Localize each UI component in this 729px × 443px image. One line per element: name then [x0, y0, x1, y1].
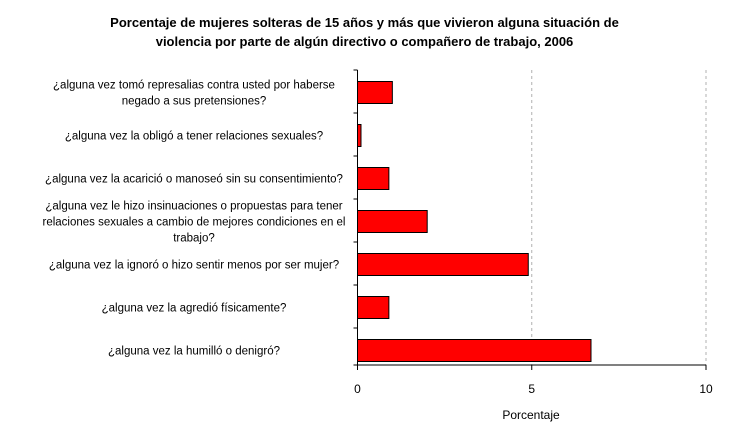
bar [357, 124, 362, 147]
category-label: ¿alguna vez le hizo insinuaciones o prop… [42, 201, 345, 245]
chart-title-line-2: violencia por parte de algún directivo o… [155, 34, 574, 49]
category-label: ¿alguna vez la obligó a tener relaciones… [65, 131, 323, 143]
category-label: ¿alguna vez la ignoró o hizo sentir meno… [49, 260, 339, 272]
axes: 0 5 10 [353, 69, 713, 396]
bar [357, 210, 428, 233]
bars [357, 81, 592, 362]
bar [357, 253, 529, 276]
category-label: ¿alguna vez la humilló o denigró? [108, 346, 280, 358]
x-tick-label: 0 [354, 382, 361, 396]
bar [357, 81, 393, 104]
bar [357, 339, 592, 362]
x-tick-label: 10 [699, 382, 713, 396]
x-axis-title: Porcentaje [502, 408, 560, 422]
chart-title-line-1: Porcentaje de mujeres solteras de 15 año… [110, 15, 619, 30]
gridlines [531, 70, 707, 365]
category-label: ¿alguna vez tomó represalias contra uste… [53, 80, 335, 108]
bar [357, 296, 390, 319]
x-tick-label: 5 [528, 382, 535, 396]
category-label: ¿alguna vez la agredió físicamente? [102, 303, 287, 315]
chart-title: Porcentaje de mujeres solteras de 15 año… [0, 13, 729, 51]
bar [357, 167, 390, 190]
category-labels: ¿alguna vez tomó represalias contra uste… [42, 80, 345, 358]
category-label: ¿alguna vez la acarició o manoseó sin su… [45, 174, 343, 186]
